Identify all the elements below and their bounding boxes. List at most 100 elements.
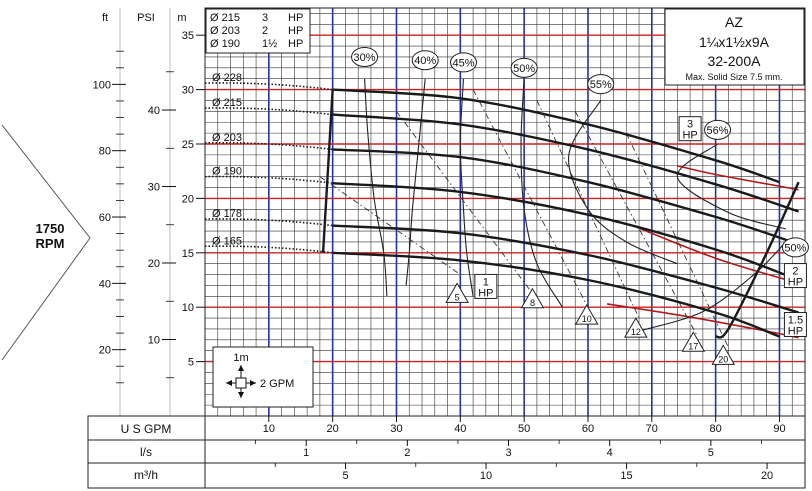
motor-dia: Ø 215 [210, 12, 240, 24]
npsh-triangle [520, 287, 545, 309]
rpm-arrow: 1750 RPM [1, 124, 91, 361]
impeller-label: Ø 165 [212, 235, 242, 247]
npsh-label: 20 [718, 354, 728, 364]
bottom-axes: U S GPM l/s m³/h 10 20 30 40 50 60 70 80 90 1 2 3 4… [87, 415, 806, 489]
efficiency-marker: 55% [587, 74, 615, 95]
ft-axis-label: ft [102, 12, 108, 24]
scale-flow-label: 2 GPM [260, 378, 294, 390]
impeller-curve-shutoff [205, 218, 333, 227]
hp-marker: 2HP [783, 263, 807, 289]
impeller-curves [205, 82, 800, 338]
efficiency-circle [351, 46, 379, 67]
tick-label: 80 [710, 423, 722, 435]
tick-label: 15 [620, 470, 632, 482]
impeller-curve-shutoff [205, 141, 333, 151]
npsh-label: 17 [688, 341, 698, 351]
efficiency-label: 30% [354, 52, 376, 64]
impeller-curve-shutoff [205, 107, 333, 116]
efficiency-label: 50% [513, 63, 535, 75]
hp-value: 2 [792, 266, 798, 278]
npsh-triangle [574, 304, 599, 325]
curves-layer [205, 78, 800, 348]
psi-ticks: 10 20 30 40 [148, 71, 176, 379]
model-size: 1¼x1½x9A [699, 34, 770, 50]
efficiency-marker: 40% [411, 50, 439, 71]
tick-label: 5 [188, 357, 194, 369]
tick-label: 30 [390, 423, 402, 435]
npsh-marker: 5 [445, 282, 469, 303]
m3h-axis-label: m³/h [134, 468, 158, 482]
tick-label: 10 [148, 335, 160, 347]
npsh-label: 12 [631, 327, 641, 337]
m3h-ticks: 5 10 15 20 [274, 463, 773, 482]
efficiency-marker: 50% [510, 57, 538, 78]
motor-unit: HP [288, 25, 303, 37]
efficiency-circle [781, 237, 809, 258]
motor-unit: HP [288, 12, 303, 24]
efficiency-line [676, 143, 787, 230]
motor-legend: Ø 215 3 HP Ø 203 2 HP Ø 190 1½ HP [205, 8, 311, 54]
tick-label: 25 [182, 139, 194, 151]
npsh-line [319, 176, 461, 275]
impeller-curve [332, 88, 780, 184]
scale-square [235, 377, 247, 389]
impeller-label: Ø 228 [212, 72, 242, 84]
npsh-marker: 12 [623, 317, 648, 338]
tick-label: 40 [148, 105, 160, 117]
efficiency-circle [411, 50, 439, 71]
gpm-axis-label: U S GPM [121, 422, 172, 436]
tick-label: 30 [182, 85, 194, 97]
efficiency-line [520, 78, 563, 308]
efficiency-label: 50% [784, 242, 806, 254]
tick-label: 20 [761, 470, 773, 482]
motor-legend-row: Ø 203 2 HP [210, 25, 303, 37]
npsh-marker: 10 [574, 304, 599, 325]
impeller-labels: Ø 228 Ø 215 Ø 203 Ø 190 Ø 178 Ø 165 [212, 72, 242, 247]
tick-label: 2 [404, 447, 410, 459]
motor-unit: HP [288, 38, 303, 50]
model-box: AZ 1¼x1½x9A 32-200A Max. Solid Size 7.5 … [664, 8, 805, 86]
motor-hp: 2 [262, 25, 268, 37]
tick-label: 5 [342, 470, 348, 482]
impeller-label: Ø 215 [212, 97, 242, 109]
npsh-line [396, 111, 531, 292]
npsh-label: 10 [582, 314, 592, 324]
efficiency-marker: 30% [351, 46, 379, 67]
tick-label: 10 [263, 423, 275, 435]
gpm-ticks: 10 20 30 40 50 60 70 80 90 [263, 416, 786, 435]
tick-label: 20 [148, 258, 160, 270]
tick-label: 50 [518, 423, 530, 435]
npsh-lines [319, 89, 729, 348]
impeller-curve [332, 182, 800, 282]
rpm-value: 1750 [36, 221, 65, 236]
tick-label: 70 [646, 423, 658, 435]
impeller-label: Ø 203 [212, 132, 242, 144]
npsh-label: 5 [455, 292, 460, 302]
model-solid-size: Max. Solid Size 7.5 mm. [685, 72, 782, 82]
motor-dia: Ø 203 [210, 25, 240, 37]
efficiency-lines [364, 78, 787, 332]
npsh-triangle [623, 317, 648, 338]
efficiency-circle [450, 52, 478, 73]
efficiency-marker: 45% [450, 52, 478, 73]
tick-label: 80 [99, 146, 111, 158]
npsh-triangle [681, 331, 706, 352]
efficiency-label: 55% [590, 79, 612, 91]
efficiency-circle [587, 74, 615, 95]
hp-unit: HP [682, 130, 697, 142]
efficiency-line [638, 241, 787, 332]
tick-label: 60 [99, 212, 111, 224]
hp-unit: HP [788, 277, 803, 289]
hp-value: 1 [483, 276, 489, 288]
npsh-markers: 5 8 10 12 17 20 [445, 282, 736, 365]
npsh-marker: 17 [681, 331, 706, 352]
efficiency-marker: 50% [781, 237, 809, 258]
hp-box [783, 263, 807, 289]
operating-envelope [321, 89, 800, 339]
tick-label: 90 [773, 423, 785, 435]
tick-label: 5 [708, 447, 714, 459]
m-axis-label: m [177, 12, 186, 24]
npsh-triangle [445, 282, 469, 303]
